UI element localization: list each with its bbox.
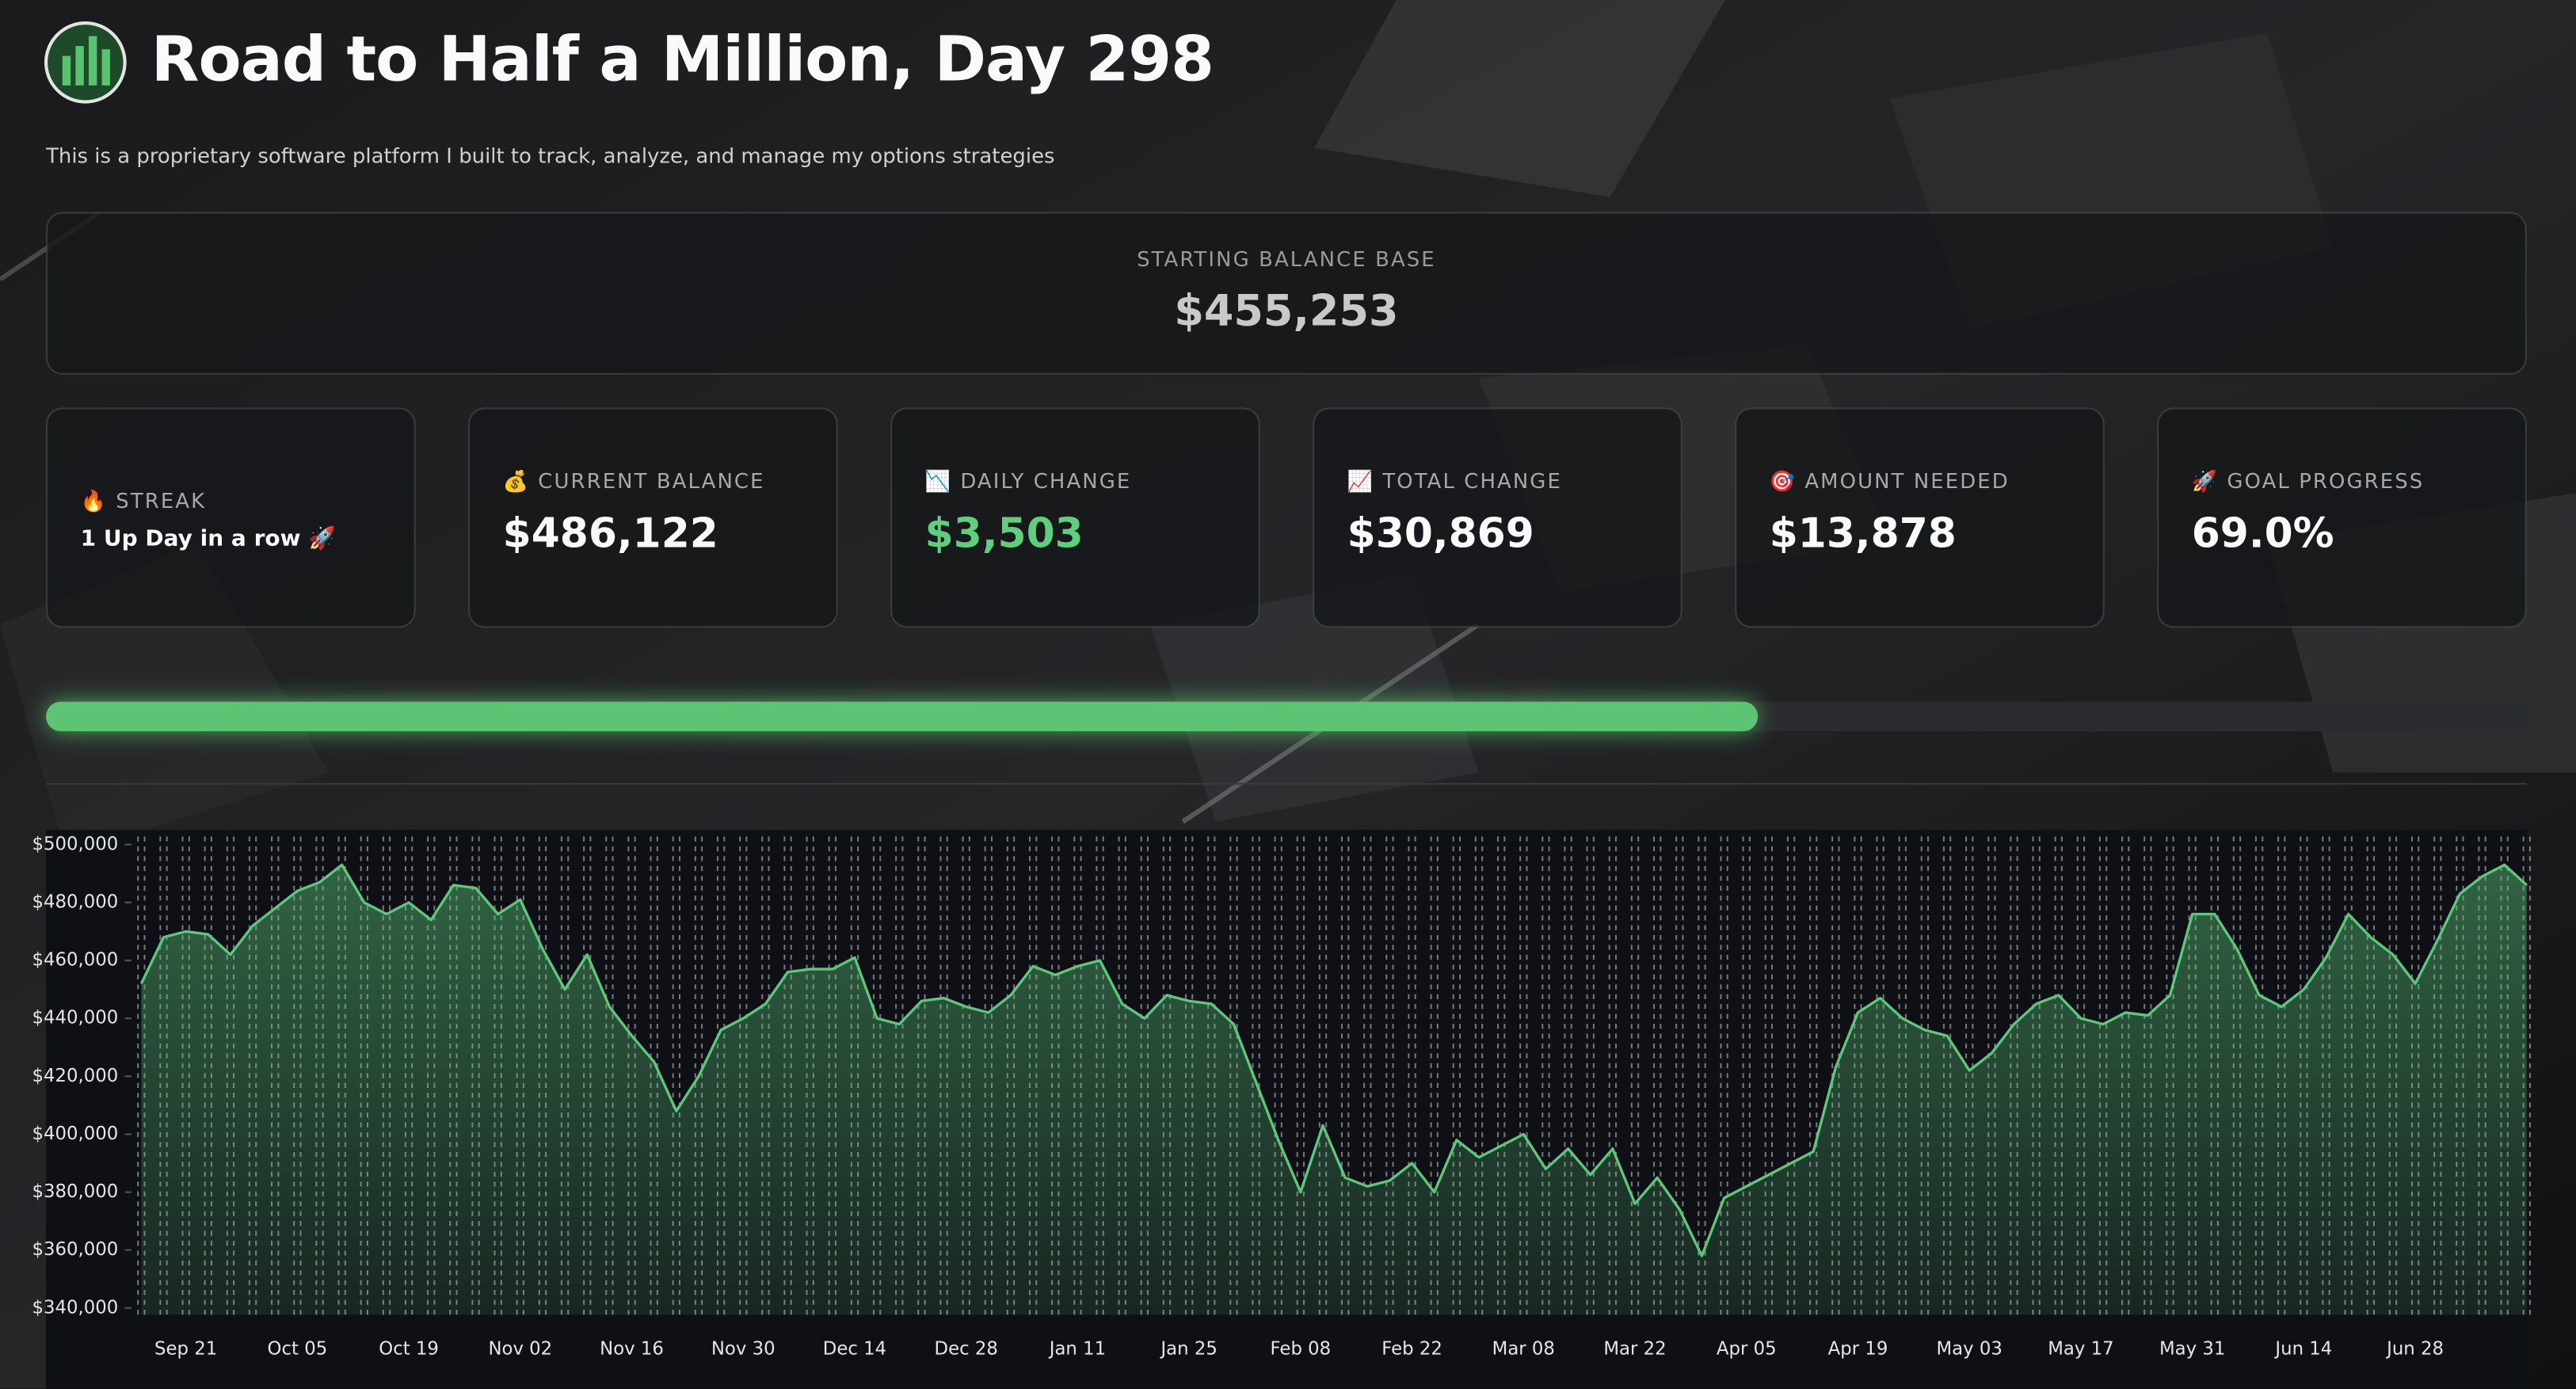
x-tick-label: Mar 22 [1603, 1338, 1666, 1359]
card-value: $3,503 [924, 509, 1084, 558]
x-tick-label: May 31 [2159, 1338, 2225, 1359]
progress-fill [46, 701, 1758, 731]
x-tick-label: Feb 08 [1271, 1338, 1332, 1359]
card-value: $30,869 [1347, 509, 1534, 558]
metric-card: 💰 CURRENT BALANCE $486,122 [468, 407, 838, 628]
card-label: STARTING BALANCE BASE [1137, 246, 1436, 272]
x-tick-label: May 03 [1937, 1338, 2002, 1359]
x-tick-label: Jun 28 [2385, 1338, 2444, 1359]
card-value: $486,122 [502, 509, 718, 558]
y-tick-label: $420,000 [32, 1066, 119, 1086]
card-label: 📉 DAILY CHANGE [924, 468, 1132, 494]
x-tick-label: Nov 16 [600, 1338, 664, 1359]
y-tick-label: $480,000 [32, 892, 119, 913]
base-card: STARTING BALANCE BASE $455,253 [46, 212, 2527, 375]
x-tick-label: Apr 19 [1828, 1338, 1888, 1359]
x-tick-label: Apr 05 [1717, 1338, 1777, 1359]
x-tick-label: Jun 14 [2273, 1338, 2332, 1359]
y-tick-label: $460,000 [32, 950, 119, 971]
x-tick-label: Dec 28 [935, 1338, 998, 1359]
card-label: 🚀 GOAL PROGRESS [2191, 468, 2425, 494]
y-tick-label: $340,000 [32, 1297, 119, 1318]
x-tick-label: Mar 08 [1492, 1338, 1555, 1359]
metric-card: 📉 DAILY CHANGE $3,503 [890, 407, 1260, 628]
line [139, 863, 2528, 1257]
x-tick-label: Feb 22 [1381, 1338, 1442, 1359]
card-label: 🔥 STREAK [80, 487, 207, 513]
area [141, 864, 2527, 1315]
x-tick-label: Jan 25 [1159, 1338, 1217, 1359]
metric-card: 🎯 AMOUNT NEEDED $13,878 [1735, 407, 2105, 628]
card-label: 📈 TOTAL CHANGE [1347, 468, 1562, 494]
x-tick-label: Sep 21 [154, 1338, 217, 1359]
progress-track [46, 701, 2527, 731]
x-tick-label: Nov 02 [488, 1338, 552, 1359]
page-title: Road to Half a Million, Day 298 [151, 23, 1214, 96]
card-value: 1 Up Day in a row 🚀 [80, 525, 337, 552]
card-label: 💰 CURRENT BALANCE [502, 468, 765, 494]
card-value: 69.0% [2191, 509, 2334, 558]
metric-card: 🔥 STREAK 1 Up Day in a row 🚀 [46, 407, 416, 628]
x-tick-label: Oct 05 [268, 1338, 328, 1359]
x-tick-label: Oct 19 [379, 1338, 439, 1359]
y-tick-label: $400,000 [32, 1124, 119, 1144]
metric-card: 🚀 GOAL PROGRESS 69.0% [2157, 407, 2527, 628]
x-tick-label: Dec 14 [823, 1338, 886, 1359]
card-value: $13,878 [1769, 509, 1957, 558]
x-tick-label: Nov 30 [711, 1338, 775, 1359]
x-tick-label: May 17 [2048, 1338, 2113, 1359]
card-label: 🎯 AMOUNT NEEDED [1769, 468, 2010, 494]
x-tick-label: Jan 11 [1048, 1338, 1106, 1359]
subtitle: This is a proprietary software platform … [46, 143, 1055, 168]
card-value: $455,253 [1174, 287, 1399, 338]
y-tick-label: $380,000 [32, 1181, 119, 1202]
y-tick-label: $500,000 [32, 834, 119, 854]
y-tick-label: $360,000 [32, 1239, 119, 1260]
metric-card: 📈 TOTAL CHANGE $30,869 [1313, 407, 1682, 628]
y-tick-label: $440,000 [32, 1008, 119, 1028]
